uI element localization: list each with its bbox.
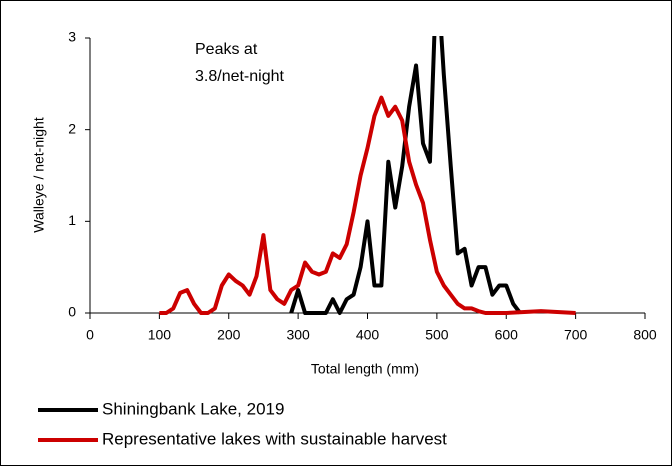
legend-label: Shiningbank Lake, 2019 [102, 399, 284, 418]
y-tick-label: 2 [68, 120, 76, 136]
x-tick-label: 300 [286, 327, 310, 343]
y-tick-label: 3 [68, 29, 76, 45]
x-tick-label: 100 [148, 327, 172, 343]
x-tick-label: 800 [633, 327, 657, 343]
plot-area [159, 36, 576, 315]
x-tick-label: 200 [217, 327, 241, 343]
y-tick-label: 1 [68, 212, 76, 228]
y-axis-label: Walleye / net-night [31, 117, 47, 233]
x-tick-label: 0 [86, 327, 94, 343]
x-tick-label: 400 [356, 327, 380, 343]
annotation: 3.8/net-night [195, 68, 285, 85]
y-tick-label: 0 [68, 304, 76, 320]
annotation: Peaks at [195, 41, 258, 58]
x-tick-label: 600 [495, 327, 519, 343]
x-tick-label: 700 [564, 327, 588, 343]
x-axis-label: Total length (mm) [311, 361, 419, 377]
legend-label: Representative lakes with sustainable ha… [102, 429, 447, 448]
series-line [159, 95, 576, 315]
x-tick-label: 500 [425, 327, 449, 343]
